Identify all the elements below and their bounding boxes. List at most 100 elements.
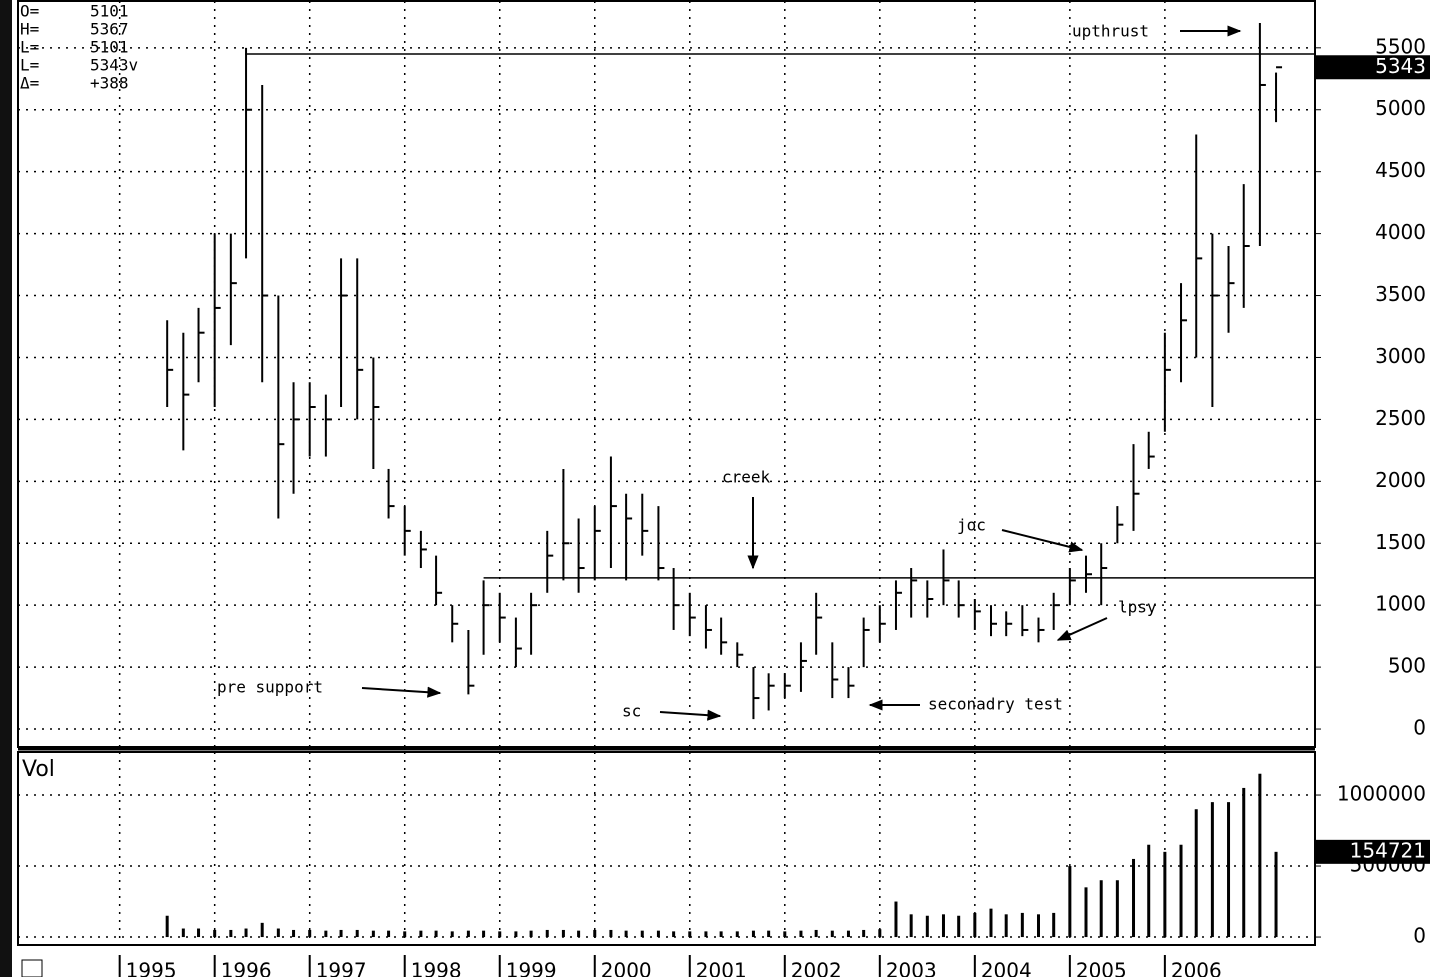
volume-bar [814,929,818,938]
volume-bar [609,929,613,938]
y-tick-label: 1500 [1375,530,1426,554]
volume-bar [925,915,929,938]
y-tick-label: 3000 [1375,344,1426,368]
x-tick-label: 1998 [411,959,462,977]
volume-bar [1020,912,1024,938]
volume-bar [862,929,866,938]
pane-label: Vol [22,757,55,782]
readout-label: L= [20,56,39,75]
readout-label: O= [20,2,39,21]
x-tick-label: 2006 [1171,959,1222,977]
y-tick-label: 3500 [1375,282,1426,306]
volume-bar [989,908,993,938]
volume-bar [846,930,850,938]
volume-bar [719,931,723,938]
readout-value: 5367 [90,20,129,39]
y-tick-label: 2500 [1375,406,1426,430]
readout-label: L= [20,38,39,57]
volume-bar [292,929,296,938]
annotation: seconadry test [928,695,1063,714]
volume-bar [878,929,882,938]
volume-bar [229,929,233,938]
volume-bar [450,931,454,938]
y-tick-label: 4000 [1375,220,1426,244]
x-tick-label: 2002 [791,959,842,977]
volume-pane [17,751,1316,946]
volume-bar [941,914,945,938]
volume-bar [1084,887,1088,938]
y-tick-label: 1000 [1375,592,1426,616]
volume-bar [276,928,280,938]
annotation: upthrust [1072,22,1149,41]
readout-label: H= [20,20,39,39]
y-tick-label: 4500 [1375,158,1426,182]
volume-bar [181,928,185,938]
volume-bar [672,931,676,938]
annotation-arrow [1001,529,1084,553]
y-tick-label: 0 [1413,924,1426,948]
volume-bar [577,930,581,938]
volume-bar [1099,880,1103,938]
volume-bar [799,930,803,938]
volume-bar [244,928,248,938]
volume-bar [1132,858,1136,938]
volume-bar [1068,866,1072,938]
annotation-arrow [1056,617,1108,641]
volume-bar [498,931,502,938]
volume-bar [783,931,787,938]
x-tick-label: 2000 [601,959,652,977]
y-tick-label: 5000 [1375,96,1426,120]
volume-bar [1194,809,1198,938]
volume-bar [1258,773,1262,938]
last-volume-label: 154721 [1350,838,1426,862]
volume-bar [324,930,328,938]
x-tick-label: 1999 [506,959,557,977]
x-tick-label: 1997 [316,959,367,977]
annotation-arrow [361,686,442,698]
left-strip [0,0,12,977]
volume-bar [593,929,597,938]
volume-bar [339,929,343,938]
y-tick-label: 1000000 [1337,782,1426,806]
volume-bar [419,930,423,938]
y-tick-label: 500 [1388,654,1426,678]
volume-bar [1163,851,1167,938]
volume-bar [213,929,217,938]
x-tick-label: 2005 [1076,959,1127,977]
annotation-arrow [659,709,722,721]
volume-bar [308,929,312,938]
volume-bar [624,930,628,938]
volume-bar [260,922,264,938]
y-tick-label: 0 [1413,716,1426,740]
volume-bar [1147,844,1151,938]
volume-bar [656,930,660,938]
last-price-box [1316,55,1430,80]
volume-bar [1115,880,1119,938]
volume-bar [957,915,961,938]
volume-bar [1179,844,1183,938]
volume-bar [1052,912,1056,938]
volume-bar [529,930,533,938]
volume-bar [830,930,834,938]
volume-bar [165,915,169,938]
annotation: creek [722,468,771,487]
volume-bar [735,931,739,938]
volume-bar [751,930,755,938]
volume-bar [688,931,692,938]
volume-bar [545,929,549,938]
x-tick-label: 1995 [126,959,177,977]
volume-bar [1227,802,1231,938]
x-tick-label: 1996 [221,959,272,977]
volume-bar [973,912,977,938]
volume-bar [197,928,201,938]
volume-bar [403,931,407,938]
volume-bar [704,931,708,938]
last-price-label: 5343 [1375,54,1426,78]
annotation: pre support [217,678,323,697]
volume-bar [387,930,391,938]
readout-value: 5101 [90,2,129,21]
y-tick-label: 2000 [1375,468,1426,492]
volume-bar [466,930,470,938]
